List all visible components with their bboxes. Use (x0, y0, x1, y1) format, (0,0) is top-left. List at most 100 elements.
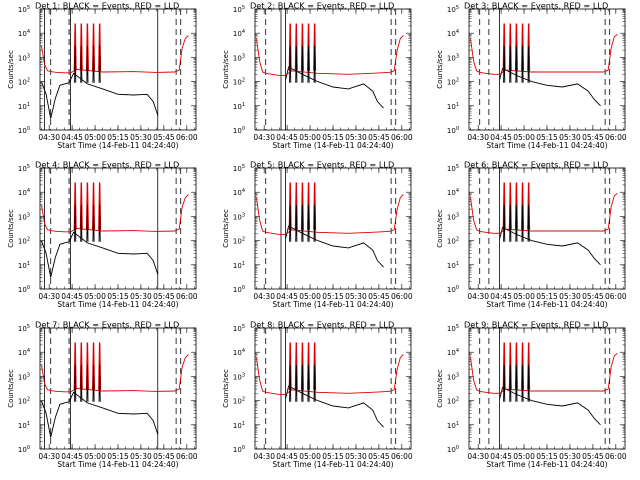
y-tick-label: 101 (233, 102, 245, 111)
events-series-line (499, 67, 601, 107)
y-tick-label: 101 (233, 261, 245, 270)
y-tick-label: 104 (447, 348, 459, 357)
x-axis-label: Start Time (14-Feb-11 04:24:40) (57, 300, 178, 309)
events-spike (295, 45, 298, 83)
y-tick-label: 103 (447, 53, 459, 62)
panel-title: Det 5: BLACK = Events, RED = LLD (250, 160, 394, 170)
panel-title: Det 9: BLACK = Events, RED = LLD (464, 320, 608, 330)
events-spike (527, 45, 530, 83)
y-tick-label: 102 (447, 78, 459, 87)
plot-frame (254, 327, 412, 450)
y-tick-label: 100 (233, 285, 245, 294)
y-tick-label: 101 (447, 102, 459, 111)
x-tick-label: 05:15 (322, 133, 344, 142)
y-tick-label: 100 (447, 126, 459, 135)
x-tick-label: 04:45 (276, 292, 298, 301)
events-spike (289, 204, 292, 242)
y-tick-label: 103 (447, 372, 459, 381)
y-axis-label: Counts/sec (222, 50, 230, 89)
events-series-line (499, 226, 601, 266)
x-axis-label: Start Time (14-Feb-11 04:24:40) (486, 300, 607, 309)
x-tick-label: 05:15 (322, 292, 344, 301)
lld-series-line (256, 354, 404, 395)
x-tick-label: 04:30 (467, 133, 489, 142)
events-spike (295, 364, 298, 402)
events-spike (527, 364, 530, 402)
y-axis-label: Counts/sec (222, 369, 230, 408)
events-spike (503, 364, 506, 402)
y-tick-label: 103 (233, 372, 245, 381)
lld-series-line (41, 354, 189, 393)
y-tick-label: 101 (18, 421, 30, 430)
events-spike (86, 364, 89, 402)
x-axis-label: Start Time (14-Feb-11 04:24:40) (272, 300, 393, 309)
x-tick-label: 05:15 (107, 133, 129, 142)
events-spike (80, 364, 83, 402)
events-spike (301, 45, 304, 83)
y-tick-label: 104 (18, 348, 30, 357)
events-spike (289, 45, 292, 83)
x-tick-label: 04:45 (61, 292, 83, 301)
y-tick-label: 102 (18, 78, 30, 87)
events-spike (503, 204, 506, 242)
events-series-line (41, 231, 159, 278)
x-tick-label: 06:00 (605, 292, 627, 301)
y-tick-label: 100 (233, 445, 245, 454)
events-spike (301, 364, 304, 402)
y-tick-label: 101 (233, 421, 245, 430)
panel-title: Det 4: BLACK = Events, RED = LLD (35, 160, 179, 170)
x-tick-label: 04:45 (276, 133, 298, 142)
events-spike (521, 204, 524, 242)
panel-title: Det 2: BLACK = Events, RED = LLD (250, 1, 394, 11)
y-tick-label: 102 (18, 397, 30, 406)
panel-title: Det 7: BLACK = Events, RED = LLD (35, 320, 179, 330)
x-tick-label: 05:15 (536, 452, 558, 461)
y-tick-label: 102 (233, 397, 245, 406)
x-tick-label: 04:30 (467, 452, 489, 461)
lld-series-line (41, 194, 189, 233)
events-spike (509, 364, 512, 402)
events-spike (313, 364, 316, 402)
x-tick-label: 05:00 (299, 292, 321, 301)
x-tick-label: 05:30 (345, 452, 367, 461)
x-axis-label: Start Time (14-Feb-11 04:24:40) (272, 460, 393, 469)
y-tick-label: 100 (233, 126, 245, 135)
x-tick-label: 05:00 (299, 133, 321, 142)
y-tick-label: 103 (447, 212, 459, 221)
x-tick-label: 05:45 (368, 133, 390, 142)
x-tick-label: 05:15 (107, 452, 129, 461)
events-spike (98, 204, 101, 242)
events-spike (307, 45, 310, 83)
y-tick-label: 100 (447, 445, 459, 454)
events-spike (307, 204, 310, 242)
x-tick-label: 05:15 (322, 452, 344, 461)
events-spike (98, 364, 101, 402)
plot-frame (468, 167, 626, 290)
y-tick-label: 102 (447, 237, 459, 246)
events-spike (509, 45, 512, 83)
x-tick-label: 05:45 (582, 292, 604, 301)
y-tick-label: 104 (447, 188, 459, 197)
events-series-line (41, 391, 159, 438)
y-tick-label: 100 (18, 285, 30, 294)
events-spike (98, 45, 101, 83)
x-tick-label: 06:00 (391, 133, 413, 142)
x-axis-label: Start Time (14-Feb-11 04:24:40) (57, 460, 178, 469)
y-tick-label: 100 (447, 285, 459, 294)
x-tick-label: 04:30 (253, 133, 275, 142)
x-axis-label: Start Time (14-Feb-11 04:24:40) (486, 460, 607, 469)
x-axis-label: Start Time (14-Feb-11 04:24:40) (57, 141, 178, 150)
x-tick-label: 05:00 (299, 452, 321, 461)
y-tick-label: 104 (233, 348, 245, 357)
x-tick-label: 04:30 (253, 292, 275, 301)
y-tick-label: 105 (447, 164, 459, 173)
events-spike (515, 45, 518, 83)
x-tick-label: 05:00 (513, 292, 535, 301)
events-spike (289, 364, 292, 402)
events-series-line (499, 386, 601, 426)
y-axis-label: Counts/sec (436, 209, 444, 248)
detector-panel: Det 3: BLACK = Events, RED = LLD 100 101 10… (436, 1, 627, 151)
detector-panel: Det 5: BLACK = Events, RED = LLD 100 101 10… (222, 160, 413, 310)
y-axis-label: Counts/sec (436, 369, 444, 408)
